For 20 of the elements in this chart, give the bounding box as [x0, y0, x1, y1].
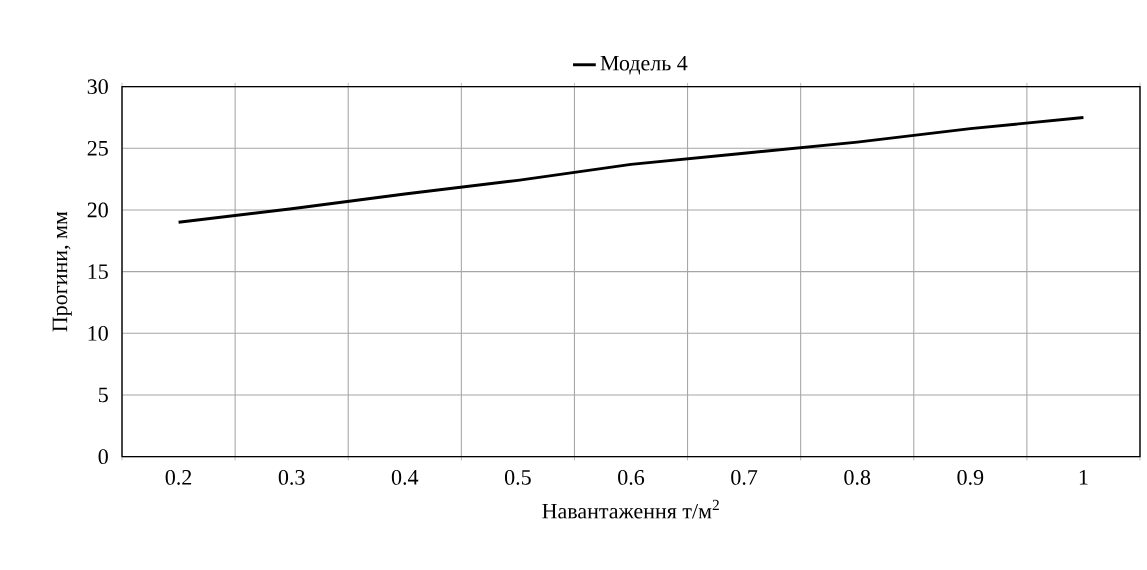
x-tick-label: 0.9 [957, 469, 984, 485]
line-series [177, 116, 1085, 224]
x-tick-label: 0.3 [278, 469, 305, 485]
y-tick-label: 20 [87, 202, 108, 218]
y-tick-label: 25 [87, 140, 108, 156]
x-tick-label: 1 [1079, 469, 1088, 485]
y-tick-label: 30 [87, 79, 108, 95]
x-tick-label: 0.4 [391, 469, 419, 485]
x-tick-label: 0.8 [844, 469, 871, 485]
y-tick-label: 15 [88, 264, 108, 280]
x-tick-label: 0.5 [504, 469, 531, 485]
y-tick-label: 10 [88, 325, 108, 341]
y-tick-label: 5 [98, 387, 108, 403]
y-axis-title: Прогини, мм [52, 211, 72, 332]
y-tick-label: 0 [98, 449, 108, 465]
x-tick-label: 0.7 [731, 469, 758, 485]
x-tick-label: 0.6 [618, 469, 645, 485]
x-tick-label: 0.2 [165, 469, 192, 485]
x-axis-title: Навантаження т/м$^{2}$ [542, 499, 719, 519]
legend-label: Модель 4 [600, 55, 688, 75]
